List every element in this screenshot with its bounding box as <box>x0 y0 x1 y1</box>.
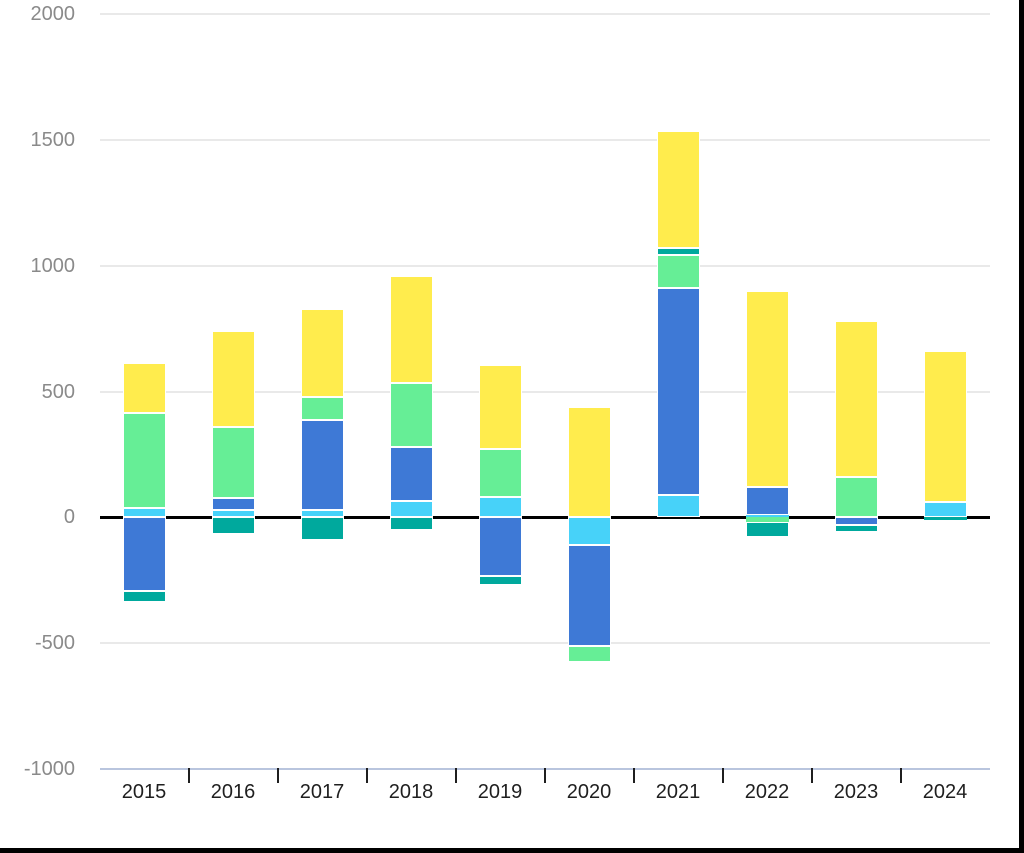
bar-segment-yellow-2020 <box>567 406 611 518</box>
y-axis-label: 0 <box>63 506 75 529</box>
bar-segment-green-2019 <box>478 449 522 498</box>
bar-segment-green-2022 <box>745 517 789 523</box>
x-axis-label: 2021 <box>655 780 701 803</box>
x-axis-label: 2016 <box>210 780 256 803</box>
bar-segment-green-2015 <box>122 412 166 509</box>
window-border-bottom <box>0 848 1024 853</box>
bar-segment-teal-2016 <box>211 517 255 534</box>
bar-segment-yellow-2024 <box>923 351 967 503</box>
bar-segment-blue-2018 <box>389 446 433 501</box>
axis-tick <box>365 767 368 783</box>
axis-tick <box>454 767 457 783</box>
bar-segment-cyan-2015 <box>122 508 166 518</box>
bar-segment-blue-2019 <box>478 517 522 577</box>
bar-segment-cyan-2021 <box>656 494 700 518</box>
bar-segment-green-2021 <box>656 254 700 289</box>
axis-tick <box>276 767 279 783</box>
bar-segment-teal-2018 <box>389 517 433 530</box>
bar-segment-teal-2015 <box>122 591 166 602</box>
gridline <box>100 390 990 393</box>
axis-tick <box>810 767 813 783</box>
axis-tick <box>632 767 635 783</box>
bar-segment-green-2016 <box>211 426 255 499</box>
bar-segment-cyan-2019 <box>478 497 522 518</box>
bar-segment-teal-2023 <box>834 524 878 533</box>
bar-segment-green-2020 <box>567 645 611 662</box>
bar-segment-blue-2023 <box>834 517 878 525</box>
bar-segment-cyan-2018 <box>389 500 433 518</box>
bar-segment-blue-2021 <box>656 288 700 495</box>
bar-segment-green-2018 <box>389 382 433 447</box>
x-axis-label: 2019 <box>477 780 523 803</box>
bar-segment-teal-2022 <box>745 522 789 538</box>
bar-segment-teal-2024 <box>923 517 967 520</box>
y-axis-label: -1000 <box>23 757 75 780</box>
bar-segment-yellow-2017 <box>300 308 344 397</box>
x-axis-label: 2022 <box>744 780 790 803</box>
bar-segment-blue-2016 <box>211 498 255 510</box>
gridline <box>100 13 990 16</box>
x-axis-label: 2023 <box>833 780 879 803</box>
y-axis-label: 2000 <box>30 3 76 26</box>
zero-axis-line <box>100 515 990 519</box>
x-axis-label: 2015 <box>121 780 167 803</box>
gridline <box>100 642 990 645</box>
bar-segment-cyan-2020 <box>567 517 611 545</box>
bar-segment-blue-2015 <box>122 517 166 592</box>
y-axis-label: -500 <box>34 632 75 655</box>
bar-segment-yellow-2019 <box>478 365 522 450</box>
bar-segment-cyan-2024 <box>923 502 967 518</box>
bar-segment-green-2017 <box>300 396 344 421</box>
axis-tick <box>899 767 902 783</box>
gridline <box>100 264 990 267</box>
bar-segment-yellow-2015 <box>122 362 166 413</box>
bar-segment-yellow-2023 <box>834 321 878 478</box>
bar-segment-blue-2020 <box>567 544 611 646</box>
y-axis-label: 500 <box>41 380 75 403</box>
axis-tick <box>721 767 724 783</box>
gridline <box>100 139 990 142</box>
x-axis-label: 2017 <box>299 780 345 803</box>
x-axis-label: 2018 <box>388 780 434 803</box>
bar-segment-yellow-2016 <box>211 331 255 427</box>
bar-segment-green-2023 <box>834 477 878 518</box>
bar-segment-yellow-2018 <box>389 275 433 383</box>
window-border-right <box>1019 0 1024 853</box>
bar-segment-blue-2022 <box>745 487 789 515</box>
bar-segment-cyan-2016 <box>211 509 255 518</box>
y-axis-label: 1500 <box>30 129 76 152</box>
bar-segment-yellow-2022 <box>745 290 789 488</box>
x-axis-label: 2020 <box>566 780 612 803</box>
bar-segment-blue-2017 <box>300 420 344 510</box>
bar-segment-teal-2019 <box>478 576 522 586</box>
bar-segment-cyan-2017 <box>300 509 344 518</box>
y-axis-label: 1000 <box>30 254 76 277</box>
bar-segment-yellow-2021 <box>656 131 700 249</box>
axis-tick <box>543 767 546 783</box>
bar-segment-teal-2021 <box>656 248 700 255</box>
x-axis-label: 2024 <box>922 780 968 803</box>
axis-tick <box>187 767 190 783</box>
bar-segment-teal-2017 <box>300 517 344 540</box>
bar-segment-cyan-2022 <box>745 514 789 518</box>
